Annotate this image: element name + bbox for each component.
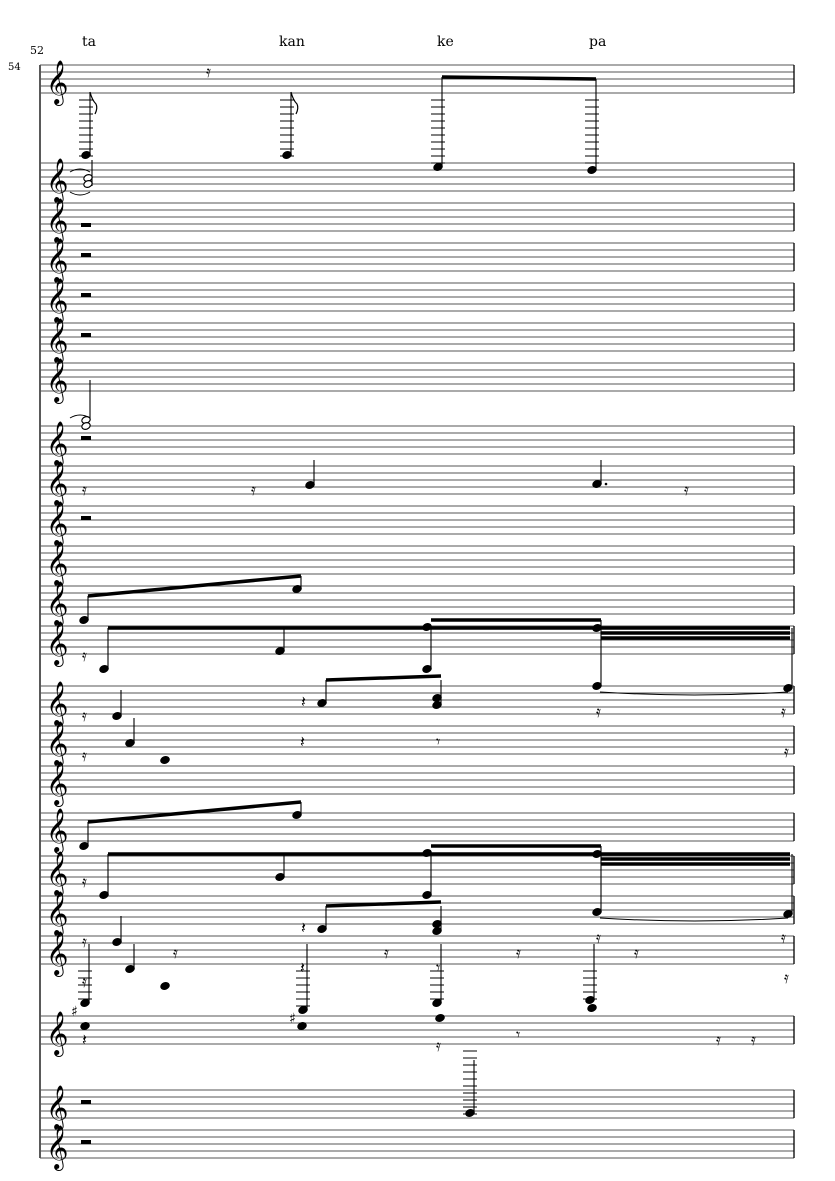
treble-clef-icon: 𝄞 — [46, 1011, 68, 1057]
notehead — [297, 1022, 307, 1030]
half-rest — [81, 1100, 91, 1104]
thirtysecond-rest: 𝄿 — [82, 480, 87, 499]
sixteenth-rest: 𝄿 — [516, 943, 521, 962]
treble-clef-icon: 𝄞 — [46, 621, 68, 667]
beam — [441, 75, 597, 81]
beam — [87, 800, 302, 824]
treble-clef-icon: 𝄞 — [46, 358, 68, 404]
half-rest — [81, 253, 91, 257]
sharp-icon: ♯ — [289, 1011, 296, 1027]
treble-clef-icon: 𝄞 — [46, 318, 68, 364]
beam — [87, 574, 302, 598]
thirtysecond-rest: 𝄿 — [82, 932, 87, 951]
sixteenth-rest: 𝄿 — [634, 943, 639, 962]
sharp-icon: ♯ — [71, 1004, 78, 1020]
sixtyfourth-rest: 𝄿 — [781, 928, 786, 947]
half-rest — [81, 436, 91, 440]
treble-clef-icon: 𝄞 — [46, 581, 68, 627]
eighth-rest: 𝄾 — [436, 958, 440, 977]
half-rest — [81, 1140, 91, 1144]
sixtyfourth-rest: 𝄿 — [784, 742, 789, 761]
lyric-syllable: ta — [82, 34, 96, 50]
thirtysecond-rest: 𝄿 — [436, 1036, 441, 1055]
treble-clef-icon: 𝄞 — [46, 761, 68, 807]
sixtyfourth-rest: 𝄿 — [596, 702, 601, 721]
tie — [599, 691, 789, 696]
thirtysecond-rest: 𝄿 — [684, 480, 689, 499]
notehead — [80, 1022, 90, 1030]
quarter-rest: 𝄽 — [300, 958, 305, 977]
treble-clef-icon: 𝄞 — [46, 1125, 68, 1171]
treble-clef-icon: 𝄞 — [46, 501, 68, 547]
treble-clef-icon: 𝄞 — [46, 1085, 68, 1131]
thirtysecond-rest: 𝄿 — [751, 1030, 756, 1049]
thirtysecond-rest: 𝄿 — [82, 706, 87, 725]
thirtysecond-rest: 𝄿 — [251, 480, 256, 499]
treble-clef-icon: 𝄞 — [46, 238, 68, 284]
treble-clef-icon: 𝄞 — [46, 198, 68, 244]
sixtyfourth-rest: 𝄿 — [596, 928, 601, 947]
sixtyfourth-rest: 𝄿 — [781, 702, 786, 721]
tie — [69, 168, 91, 173]
measure-number-top: 52 — [30, 44, 44, 57]
thirtysecond-rest: 𝄿 — [82, 646, 87, 665]
treble-clef-icon: 𝄞 — [46, 461, 68, 507]
half-rest — [81, 516, 91, 520]
measure-number-system: 54 — [8, 62, 21, 73]
sixteenth-rest: 𝄿 — [384, 943, 389, 962]
thirtysecond-rest: 𝄿 — [716, 1030, 721, 1049]
half-rest — [81, 333, 91, 337]
treble-clef-icon: 𝄞 — [46, 808, 68, 854]
treble-clef-icon: 𝄞 — [46, 278, 68, 324]
treble-clef-icon: 𝄞 — [46, 721, 68, 767]
treble-clef-icon: 𝄞 — [46, 60, 68, 106]
treble-clef-icon: 𝄞 — [46, 421, 68, 467]
beam — [325, 674, 442, 682]
notehead — [160, 982, 170, 990]
half-rest — [81, 223, 91, 227]
flag — [290, 91, 299, 115]
quarter-rest: 𝄽 — [301, 692, 306, 711]
sixtyfourth-rest: 𝄿 — [784, 968, 789, 987]
tie — [69, 191, 91, 196]
sixteenth-rest: 𝄿 — [173, 943, 178, 962]
flag — [89, 91, 98, 115]
notehead — [81, 422, 91, 430]
lyric-syllable: kan — [279, 34, 305, 50]
treble-clef-icon: 𝄞 — [46, 541, 68, 587]
thirtysecond-rest: 𝄿 — [82, 872, 87, 891]
quarter-rest: 𝄽 — [300, 732, 305, 751]
lyric-syllable: pa — [589, 34, 607, 50]
dot — [604, 482, 608, 486]
notehead — [435, 1014, 445, 1022]
treble-clef-icon: 𝄞 — [46, 891, 68, 937]
notehead — [587, 1004, 597, 1012]
tie — [69, 414, 91, 419]
treble-clef-icon: 𝄞 — [46, 931, 68, 977]
eighth-rest: 𝄾 — [516, 1025, 520, 1044]
thirtysecond-rest: 𝄿 — [206, 62, 211, 81]
quarter-rest: 𝄽 — [301, 918, 306, 937]
thirtysecond-rest: 𝄿 — [82, 972, 87, 991]
treble-clef-icon: 𝄞 — [46, 158, 68, 204]
notehead — [160, 756, 170, 764]
treble-clef-icon: 𝄞 — [46, 681, 68, 727]
tie — [599, 917, 789, 922]
quarter-rest: 𝄽 — [82, 1030, 87, 1049]
lyric-syllable: ke — [437, 34, 454, 50]
eighth-rest: 𝄾 — [436, 732, 440, 751]
thirtysecond-rest: 𝄿 — [82, 746, 87, 765]
half-rest — [81, 293, 91, 297]
treble-clef-icon: 𝄞 — [46, 851, 68, 897]
beam — [325, 900, 442, 908]
